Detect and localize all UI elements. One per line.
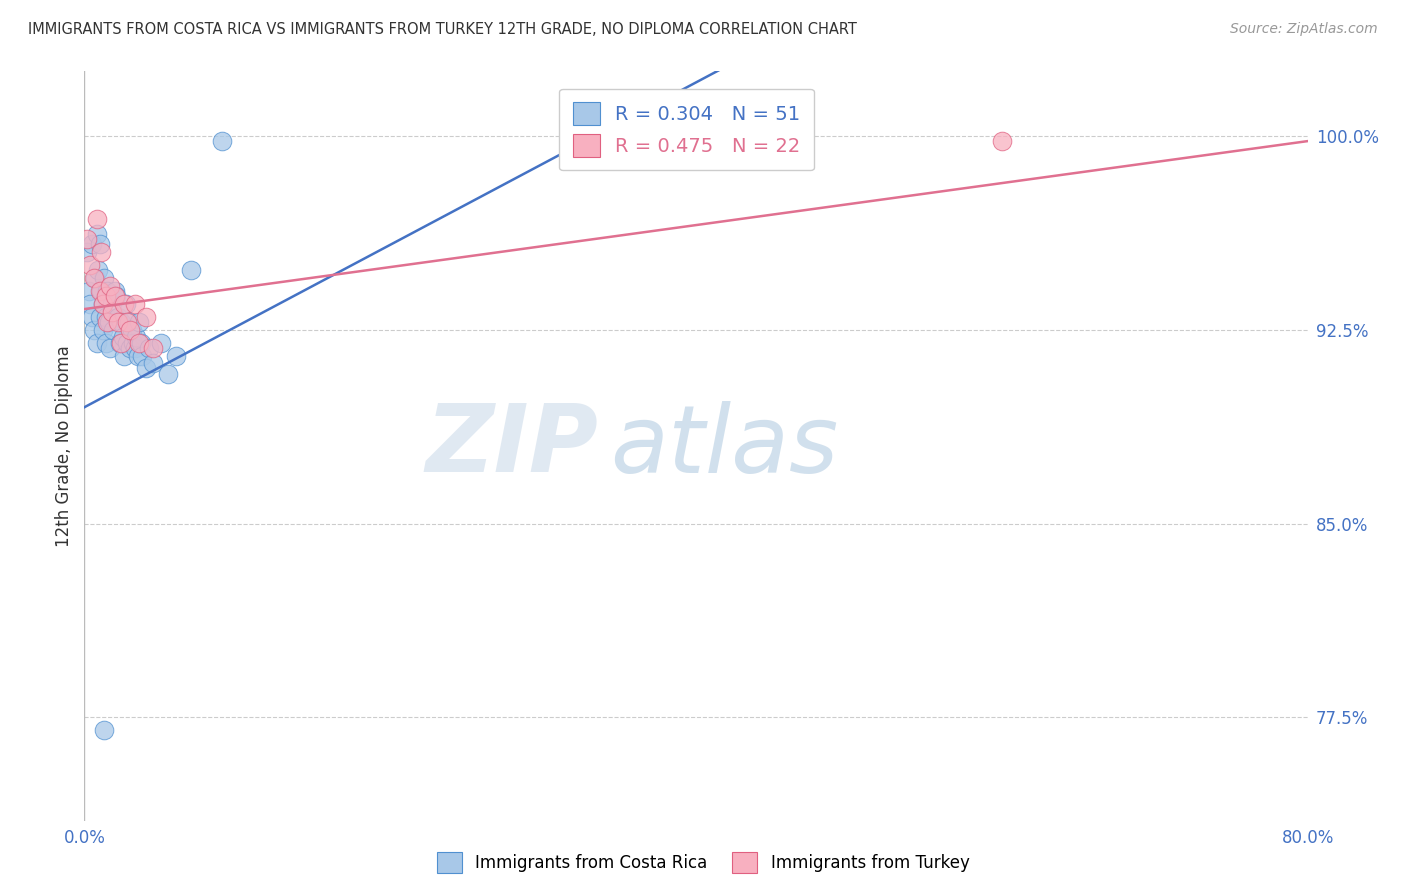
Point (76, 232, 98, 246)
Legend: R = 0.304   N = 51, R = 0.475   N = 22: R = 0.304 N = 51, R = 0.475 N = 22 (560, 88, 814, 170)
Point (89, 284, 111, 298)
Point (83, 323, 105, 337)
Point (111, 330, 134, 344)
Point (87, 263, 110, 277)
Point (90, 284, 112, 298)
Point (127, 349, 149, 363)
Point (76, 245, 98, 260)
Point (107, 310, 129, 324)
Point (97, 315, 120, 329)
Point (90, 245, 112, 260)
Point (91, 297, 114, 311)
Point (86, 335, 108, 350)
Point (124, 297, 146, 311)
Point (83, 271, 105, 285)
Point (86, 227, 108, 241)
Point (94, 335, 117, 350)
Text: ZIP: ZIP (425, 400, 598, 492)
Point (104, 289, 127, 303)
Point (79, 297, 101, 311)
Point (114, 297, 136, 311)
Point (115, 315, 138, 329)
Point (135, 361, 157, 376)
Point (125, 330, 148, 344)
Point (149, 335, 172, 350)
Point (77, 284, 100, 298)
Point (165, 349, 187, 363)
Point (120, 323, 142, 337)
Point (138, 341, 160, 355)
Point (96, 284, 118, 298)
Point (98, 341, 121, 355)
Point (131, 349, 153, 363)
Point (110, 335, 132, 350)
Point (94, 310, 117, 324)
Point (118, 315, 141, 329)
Point (105, 289, 128, 303)
Point (110, 315, 132, 329)
Point (93, 271, 115, 285)
Legend: Immigrants from Costa Rica, Immigrants from Turkey: Immigrants from Costa Rica, Immigrants f… (430, 846, 976, 880)
Point (91, 323, 114, 337)
Point (180, 263, 202, 277)
Point (94, 289, 117, 303)
Point (991, 134, 1014, 148)
Text: atlas: atlas (610, 401, 838, 491)
Point (80, 237, 103, 252)
Point (128, 335, 150, 350)
Point (89, 237, 111, 252)
Point (120, 341, 142, 355)
Point (101, 304, 124, 318)
Text: Source: ZipAtlas.com: Source: ZipAtlas.com (1230, 22, 1378, 37)
Point (142, 356, 165, 370)
Point (84, 271, 107, 285)
Point (108, 335, 131, 350)
Point (91, 297, 114, 311)
Point (121, 323, 143, 337)
Point (79, 258, 101, 272)
Point (89, 310, 111, 324)
Point (128, 315, 150, 329)
Point (112, 349, 135, 363)
Point (103, 323, 125, 337)
Point (122, 335, 145, 350)
Point (93, 723, 115, 738)
Point (80, 310, 103, 324)
Point (135, 310, 157, 324)
Point (157, 367, 180, 381)
Point (104, 284, 127, 298)
Point (98, 278, 121, 293)
Point (107, 315, 129, 329)
Point (129, 335, 152, 350)
Point (96, 315, 118, 329)
Point (101, 297, 124, 311)
Text: IMMIGRANTS FROM COSTA RICA VS IMMIGRANTS FROM TURKEY 12TH GRADE, NO DIPLOMA CORR: IMMIGRANTS FROM COSTA RICA VS IMMIGRANTS… (28, 22, 858, 37)
Point (115, 335, 138, 350)
Point (211, 134, 233, 148)
Point (124, 341, 146, 355)
Point (86, 211, 108, 226)
Y-axis label: 12th Grade, No Diploma: 12th Grade, No Diploma (55, 345, 73, 547)
Point (112, 297, 135, 311)
Point (142, 341, 165, 355)
